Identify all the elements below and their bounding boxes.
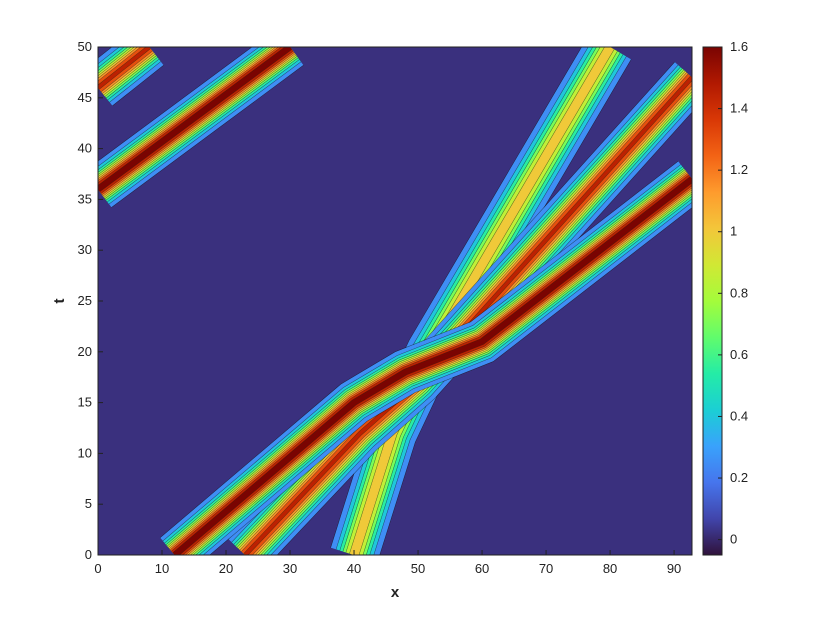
- y-tick-label: 50: [78, 39, 92, 54]
- x-tick-label: 60: [475, 561, 489, 576]
- colorbar-tick-label: 0.8: [730, 285, 748, 300]
- y-tick-label: 20: [78, 344, 92, 359]
- contour-band: [173, 176, 692, 555]
- contour-band: [98, 47, 151, 90]
- x-tick-label: 70: [539, 561, 553, 576]
- x-axis-label: x: [391, 584, 400, 601]
- x-tick-label: 0: [94, 561, 101, 576]
- y-tick-label: 45: [78, 90, 92, 105]
- x-tick-label: 10: [155, 561, 169, 576]
- x-tick-label: 80: [603, 561, 617, 576]
- y-tick-label: 40: [78, 141, 92, 156]
- colorbar-tick-label: 0: [730, 532, 737, 547]
- soliton-track: [98, 47, 164, 107]
- y-tick-label: 5: [85, 496, 92, 511]
- colorbar-tick-label: 0.6: [730, 347, 748, 362]
- x-tick-label: 40: [347, 561, 361, 576]
- x-tick-label: 20: [219, 561, 233, 576]
- colorbar-tick-label: 1.2: [730, 162, 748, 177]
- contour-field: [98, 47, 692, 555]
- colorbar-tick-label: 1: [730, 224, 737, 239]
- y-tick-label: 10: [78, 445, 92, 460]
- y-tick-label: 25: [78, 293, 92, 308]
- y-tick-label: 0: [85, 547, 92, 562]
- x-tick-label: 30: [283, 561, 297, 576]
- y-tick-label: 30: [78, 242, 92, 257]
- colorbar: [702, 46, 723, 556]
- x-tick-label: 50: [411, 561, 425, 576]
- colorbar-tick-label: 0.2: [730, 470, 748, 485]
- colorbar-tick-label: 0.4: [730, 408, 748, 423]
- soliton-track: [159, 160, 692, 555]
- x-tick-label: 90: [667, 561, 681, 576]
- colorbar-tick-label: 1.6: [730, 39, 748, 54]
- soliton-track: [98, 47, 304, 208]
- contour-band: [98, 47, 292, 192]
- y-tick-label: 35: [78, 191, 92, 206]
- y-tick-label: 15: [78, 395, 92, 410]
- colorbar-tick-label: 1.4: [730, 101, 748, 116]
- y-axis-label: t: [51, 299, 68, 304]
